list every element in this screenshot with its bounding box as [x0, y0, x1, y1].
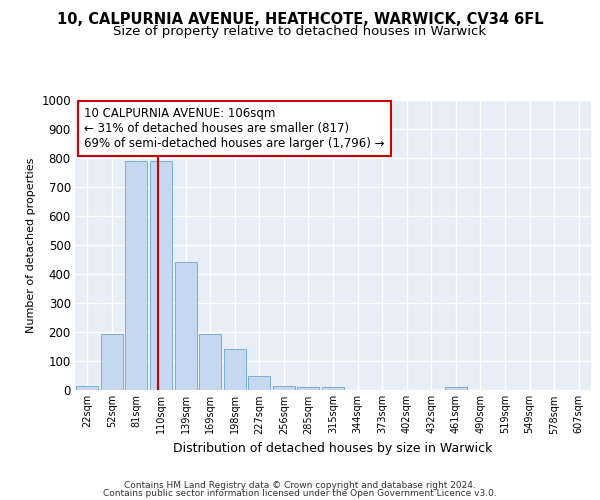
- Y-axis label: Number of detached properties: Number of detached properties: [26, 158, 35, 332]
- Bar: [273, 386, 295, 390]
- Text: 10 CALPURNIA AVENUE: 106sqm
← 31% of detached houses are smaller (817)
69% of se: 10 CALPURNIA AVENUE: 106sqm ← 31% of det…: [84, 108, 385, 150]
- Text: Size of property relative to detached houses in Warwick: Size of property relative to detached ho…: [113, 25, 487, 38]
- Bar: [445, 387, 467, 390]
- Text: 10, CALPURNIA AVENUE, HEATHCOTE, WARWICK, CV34 6FL: 10, CALPURNIA AVENUE, HEATHCOTE, WARWICK…: [56, 12, 544, 28]
- Bar: [150, 161, 172, 390]
- Bar: [76, 386, 98, 390]
- Bar: [298, 387, 319, 390]
- Text: Contains HM Land Registry data © Crown copyright and database right 2024.: Contains HM Land Registry data © Crown c…: [124, 481, 476, 490]
- Bar: [224, 348, 246, 390]
- Bar: [175, 262, 197, 390]
- Bar: [101, 334, 123, 390]
- Bar: [248, 376, 271, 390]
- Bar: [199, 334, 221, 390]
- X-axis label: Distribution of detached houses by size in Warwick: Distribution of detached houses by size …: [173, 442, 493, 455]
- Text: Contains public sector information licensed under the Open Government Licence v3: Contains public sector information licen…: [103, 488, 497, 498]
- Bar: [322, 387, 344, 390]
- Bar: [125, 161, 148, 390]
